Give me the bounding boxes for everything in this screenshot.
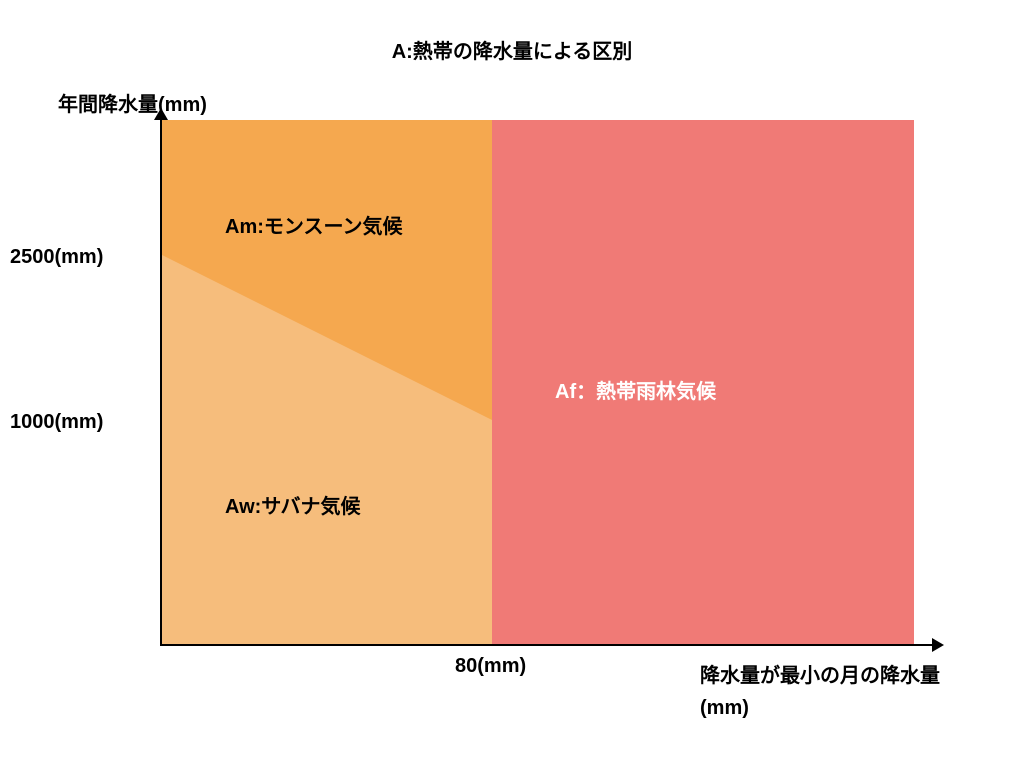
region-am-label: Am:モンスーン気候: [225, 210, 403, 239]
y-axis-line: [160, 110, 162, 646]
x-axis-label: 降水量が最小の月の降水量 (mm): [700, 660, 940, 724]
chart-title: A:熱帯の降水量による区別: [0, 35, 1024, 64]
region-af-label: Af：熱帯雨林気候: [555, 375, 716, 404]
chart-area: [162, 120, 914, 644]
y-tick-1000: 1000(mm): [10, 411, 103, 434]
y-axis-arrow-icon: [154, 108, 168, 120]
x-axis-arrow-icon: [932, 638, 944, 652]
region-aw-label: Aw:サバナ気候: [225, 490, 361, 519]
x-axis-line: [160, 644, 936, 646]
x-axis-label-line2: (mm): [700, 697, 749, 719]
y-axis-label: 年間降水量(mm): [58, 88, 207, 117]
x-axis-label-line1: 降水量が最小の月の降水量: [700, 665, 940, 687]
y-tick-2500: 2500(mm): [10, 246, 103, 269]
x-tick-80: 80(mm): [455, 655, 526, 678]
